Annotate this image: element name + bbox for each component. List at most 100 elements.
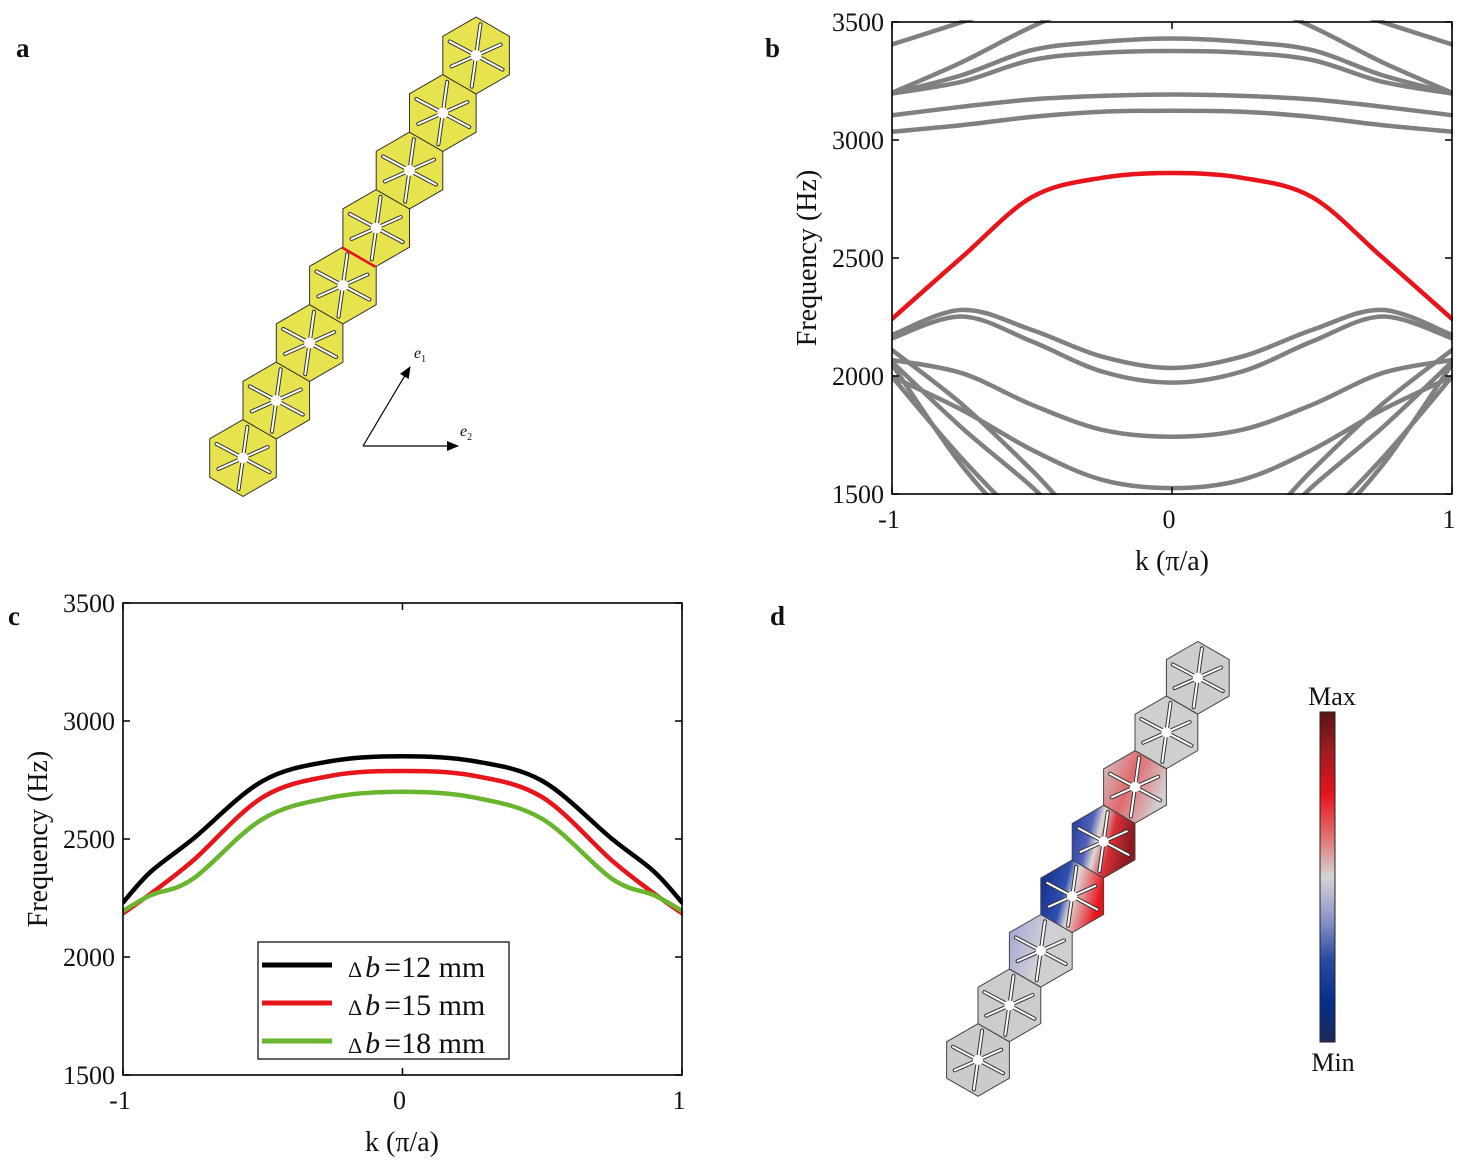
unit-cell (1103, 750, 1167, 824)
y-tick-label: 2000 (832, 362, 884, 391)
legend-label-suffix: =15 mm (384, 989, 485, 1022)
colorbar-min-label: Min (1311, 1048, 1354, 1077)
unit-cell (1008, 913, 1073, 988)
x-tick-label: 1 (1443, 505, 1456, 534)
colorbar: Max Min (1308, 682, 1356, 1077)
unit-cell (442, 16, 510, 95)
series-line-14 (892, 170, 1453, 322)
unit-cell (1134, 695, 1199, 770)
supercell-diagram-a (209, 16, 510, 497)
unit-cell (1040, 859, 1105, 934)
legend-label-prefix: Δ (348, 957, 362, 982)
panel-label-d: d (770, 601, 785, 631)
legend-label-suffix: =12 mm (384, 951, 485, 984)
e2-label: e2 (460, 423, 472, 443)
series-line-0 (123, 753, 683, 905)
domain-interface (341, 246, 376, 268)
unit-cell (209, 419, 277, 497)
series-line-8 (892, 357, 1453, 439)
y-axis-label: Frequency (Hz) (792, 170, 823, 346)
x-axis-label-c: k (π/a) (365, 1127, 439, 1158)
y-axis-label: Frequency (Hz) (23, 751, 54, 927)
series-line-1 (123, 768, 683, 916)
series-line-4 (892, 92, 1453, 118)
lattice-vectors: e1 e2 (362, 345, 472, 451)
center-hole (1004, 1000, 1015, 1011)
y-tick-label: 3500 (832, 8, 884, 37)
panel-label-c: c (8, 601, 20, 631)
y-tick-label: 3500 (63, 589, 115, 618)
center-hole (1192, 672, 1203, 683)
center-hole (337, 280, 349, 291)
unit-cell (375, 131, 444, 210)
x-tick-label: 0 (393, 1086, 406, 1115)
y-tick-label: 2500 (63, 825, 115, 854)
center-hole (270, 395, 282, 406)
center-hole (1129, 781, 1141, 793)
center-hole (1035, 945, 1046, 956)
unit-cell (977, 968, 1042, 1043)
series-group (123, 753, 683, 916)
series-line-1 (892, 20, 1453, 96)
center-hole (1098, 836, 1109, 847)
legend-label-prefix: Δ (348, 995, 362, 1020)
x-tick-label: -1 (878, 505, 900, 534)
colorbar-max-label: Max (1308, 682, 1356, 711)
series-line-2 (123, 789, 683, 914)
unit-cell (242, 361, 311, 440)
center-hole (370, 222, 382, 234)
legend-label-prefix: Δ (348, 1033, 362, 1058)
center-hole (404, 165, 415, 176)
y-tick-label: 1500 (63, 1061, 115, 1090)
center-hole (437, 107, 449, 119)
y-tick-label: 2000 (63, 943, 115, 972)
legend-label-var: b (365, 989, 380, 1022)
e1-arrow-icon (362, 366, 411, 447)
unit-cell (1071, 804, 1136, 879)
unit-cell (1165, 640, 1230, 715)
y-tick-label: 3000 (63, 707, 115, 736)
legend-label-suffix: =18 mm (384, 1027, 485, 1060)
band-structure-chart-b: 1500 2000 2500 3000 3500 -1 0 1 Frequency (Hz) (792, 8, 1456, 534)
mode-shape-diagram-d (946, 640, 1230, 1097)
center-hole (237, 452, 249, 464)
series-line-3 (892, 48, 1453, 96)
center-hole (1067, 891, 1078, 902)
center-hole (470, 50, 482, 61)
colorbar-scale (1319, 711, 1336, 1043)
legend-label-var: b (365, 1027, 380, 1060)
y-tick-label: 1500 (832, 480, 884, 509)
x-tick-label: 1 (673, 1086, 686, 1115)
series-line-13 (892, 361, 1453, 495)
x-tick-label: -1 (109, 1086, 131, 1115)
series-line-2 (892, 36, 1453, 96)
series-line-12 (892, 374, 1453, 495)
y-tick-label: 2500 (832, 244, 884, 273)
center-hole (1161, 727, 1172, 738)
center-hole (972, 1054, 984, 1066)
e1-label: e1 (414, 345, 426, 365)
center-hole (304, 337, 315, 349)
y-tick-label: 3000 (832, 126, 884, 155)
unit-cell (342, 189, 410, 267)
series-line-7 (892, 314, 1453, 385)
series-line-5 (892, 108, 1453, 134)
x-tick-label: 0 (1163, 505, 1176, 534)
series-line-6 (892, 307, 1453, 371)
series-line-10 (892, 347, 1453, 495)
legend-label-var: b (365, 951, 380, 984)
x-axis-label-b: k (π/a) (1135, 546, 1209, 577)
series-line-11 (892, 359, 1453, 495)
unit-cell (275, 304, 344, 382)
panel-label-a: a (16, 33, 30, 63)
panel-label-b: b (765, 33, 780, 63)
edge-state-chart-c: 1500 2000 2500 3000 3500 -1 0 1 Frequency (Hz) (23, 589, 686, 1115)
